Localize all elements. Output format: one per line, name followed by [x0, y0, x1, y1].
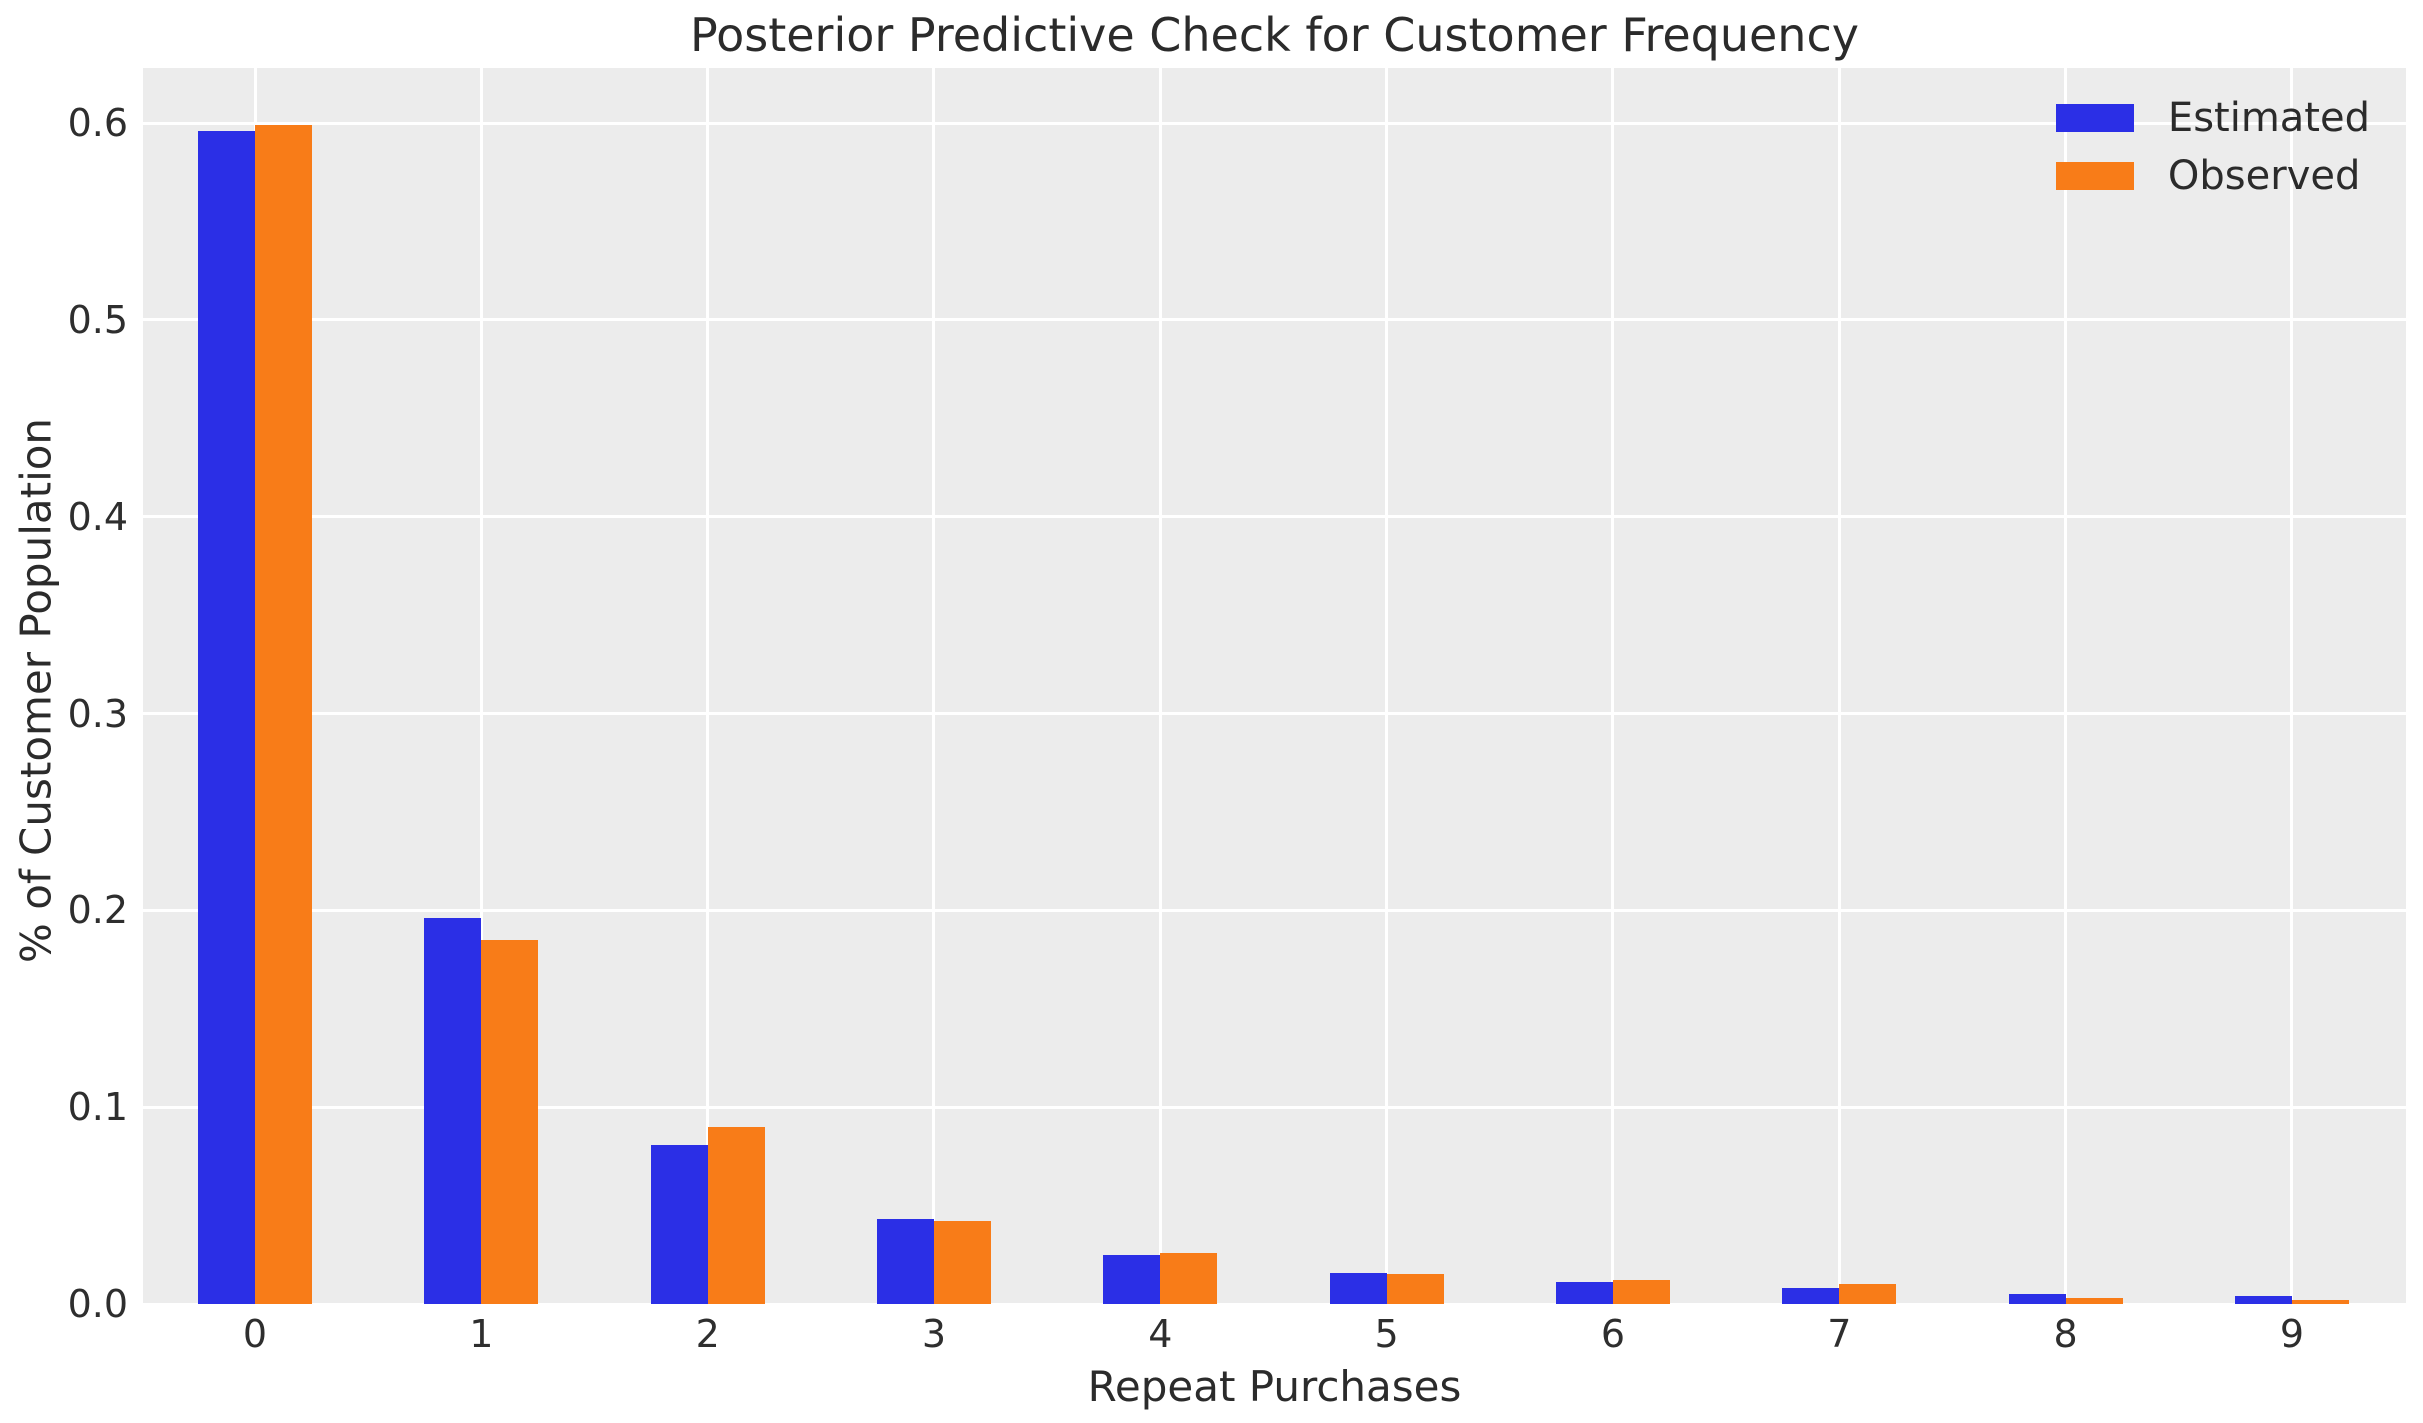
bar-estimated-4	[1103, 1254, 1161, 1304]
h-gridline	[143, 908, 2406, 912]
plot-area: Estimated Observed	[143, 68, 2406, 1306]
v-gridline	[1158, 68, 1162, 1304]
x-tick-label: 9	[2279, 1312, 2305, 1356]
bar-observed-4	[1160, 1252, 1218, 1304]
h-gridline	[143, 515, 2406, 519]
x-tick-label: 6	[1600, 1312, 1626, 1356]
x-axis-label: Repeat Purchases	[1087, 1362, 1462, 1411]
y-tick-label: 0.1	[67, 1085, 128, 1130]
y-tick-label: 0.2	[67, 888, 128, 933]
bar-estimated-5	[1329, 1272, 1387, 1304]
v-gridline	[1837, 68, 1841, 1304]
bar-observed-7	[1839, 1284, 1897, 1304]
chart-title: Posterior Predictive Check for Customer …	[690, 8, 1859, 62]
legend-item-estimated: Estimated	[2055, 95, 2370, 141]
v-gridline	[1611, 68, 1615, 1304]
x-tick-label: 1	[469, 1312, 494, 1356]
bar-estimated-1	[424, 918, 482, 1304]
legend-label-estimated: Estimated	[2167, 95, 2370, 141]
x-tick-label: 2	[695, 1312, 720, 1356]
y-tick-label: 0.4	[67, 494, 128, 539]
legend: Estimated Observed	[2055, 95, 2370, 199]
legend-label-observed: Observed	[2167, 153, 2361, 199]
v-gridline	[1385, 68, 1389, 1304]
y-tick-label: 0.0	[67, 1282, 128, 1326]
y-tick-label: 0.6	[67, 101, 128, 146]
bar-observed-0	[255, 125, 312, 1304]
v-gridline	[2290, 68, 2294, 1304]
bar-estimated-0	[198, 130, 255, 1304]
bar-observed-2	[707, 1126, 765, 1304]
x-tick-label: 3	[921, 1312, 947, 1356]
bar-estimated-8	[2008, 1294, 2066, 1304]
v-gridline	[2064, 68, 2068, 1304]
y-tick-label: 0.3	[67, 691, 128, 736]
v-gridline	[479, 68, 483, 1304]
bar-estimated-7	[1782, 1288, 1840, 1304]
bar-observed-8	[2065, 1298, 2123, 1304]
legend-swatch-estimated	[2055, 104, 2134, 132]
h-gridline	[143, 1302, 2406, 1306]
bar-observed-1	[481, 939, 539, 1304]
x-tick-label: 8	[2053, 1312, 2078, 1356]
bar-estimated-2	[650, 1144, 708, 1304]
bar-estimated-9	[2234, 1296, 2292, 1304]
v-gridline	[706, 68, 710, 1304]
legend-swatch-observed	[2055, 162, 2134, 190]
x-tick-label: 4	[1148, 1312, 1173, 1356]
x-tick-label: 5	[1374, 1312, 1399, 1356]
bar-observed-6	[1612, 1280, 1670, 1304]
y-tick-label: 0.5	[67, 297, 128, 342]
h-gridline	[143, 1105, 2406, 1109]
legend-item-observed: Observed	[2055, 153, 2370, 199]
v-gridline	[932, 68, 936, 1304]
bar-estimated-3	[876, 1219, 934, 1304]
h-gridline	[143, 121, 2406, 125]
x-tick-label: 7	[1827, 1312, 1852, 1356]
bar-observed-5	[1386, 1274, 1444, 1304]
h-gridline	[143, 712, 2406, 716]
bar-estimated-6	[1555, 1282, 1613, 1304]
x-tick-label: 0	[242, 1312, 268, 1356]
bar-observed-9	[2291, 1300, 2349, 1304]
bar-observed-3	[933, 1221, 991, 1304]
h-gridline	[143, 318, 2406, 322]
